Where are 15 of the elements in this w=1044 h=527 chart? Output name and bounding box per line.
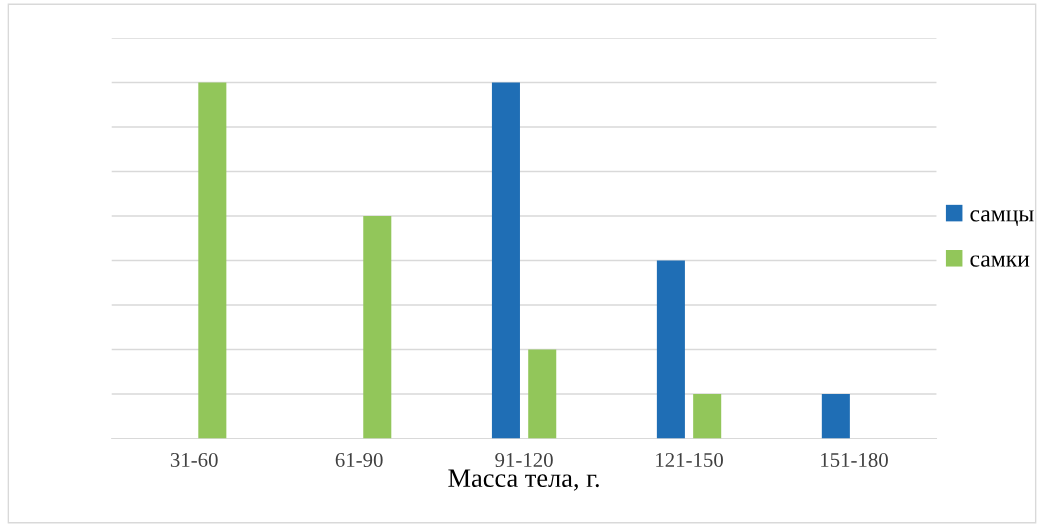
x-tick-label: 61-90 bbox=[335, 452, 383, 468]
x-axis-title: Масса тела, г. bbox=[448, 469, 599, 491]
bar bbox=[821, 393, 850, 439]
bar bbox=[491, 82, 520, 439]
x-tick-label: 121-150 bbox=[656, 452, 723, 468]
x-tick-label: 151-180 bbox=[821, 452, 888, 468]
bar bbox=[656, 260, 685, 439]
bar bbox=[528, 349, 557, 439]
legend-label: самцы bbox=[970, 210, 1034, 226]
bar bbox=[198, 82, 227, 439]
bar bbox=[363, 215, 392, 439]
x-tick-label: 91-120 bbox=[495, 452, 553, 468]
legend-label: самки bbox=[970, 255, 1030, 267]
x-tick-label: 31-60 bbox=[170, 452, 218, 468]
bar bbox=[693, 393, 722, 439]
